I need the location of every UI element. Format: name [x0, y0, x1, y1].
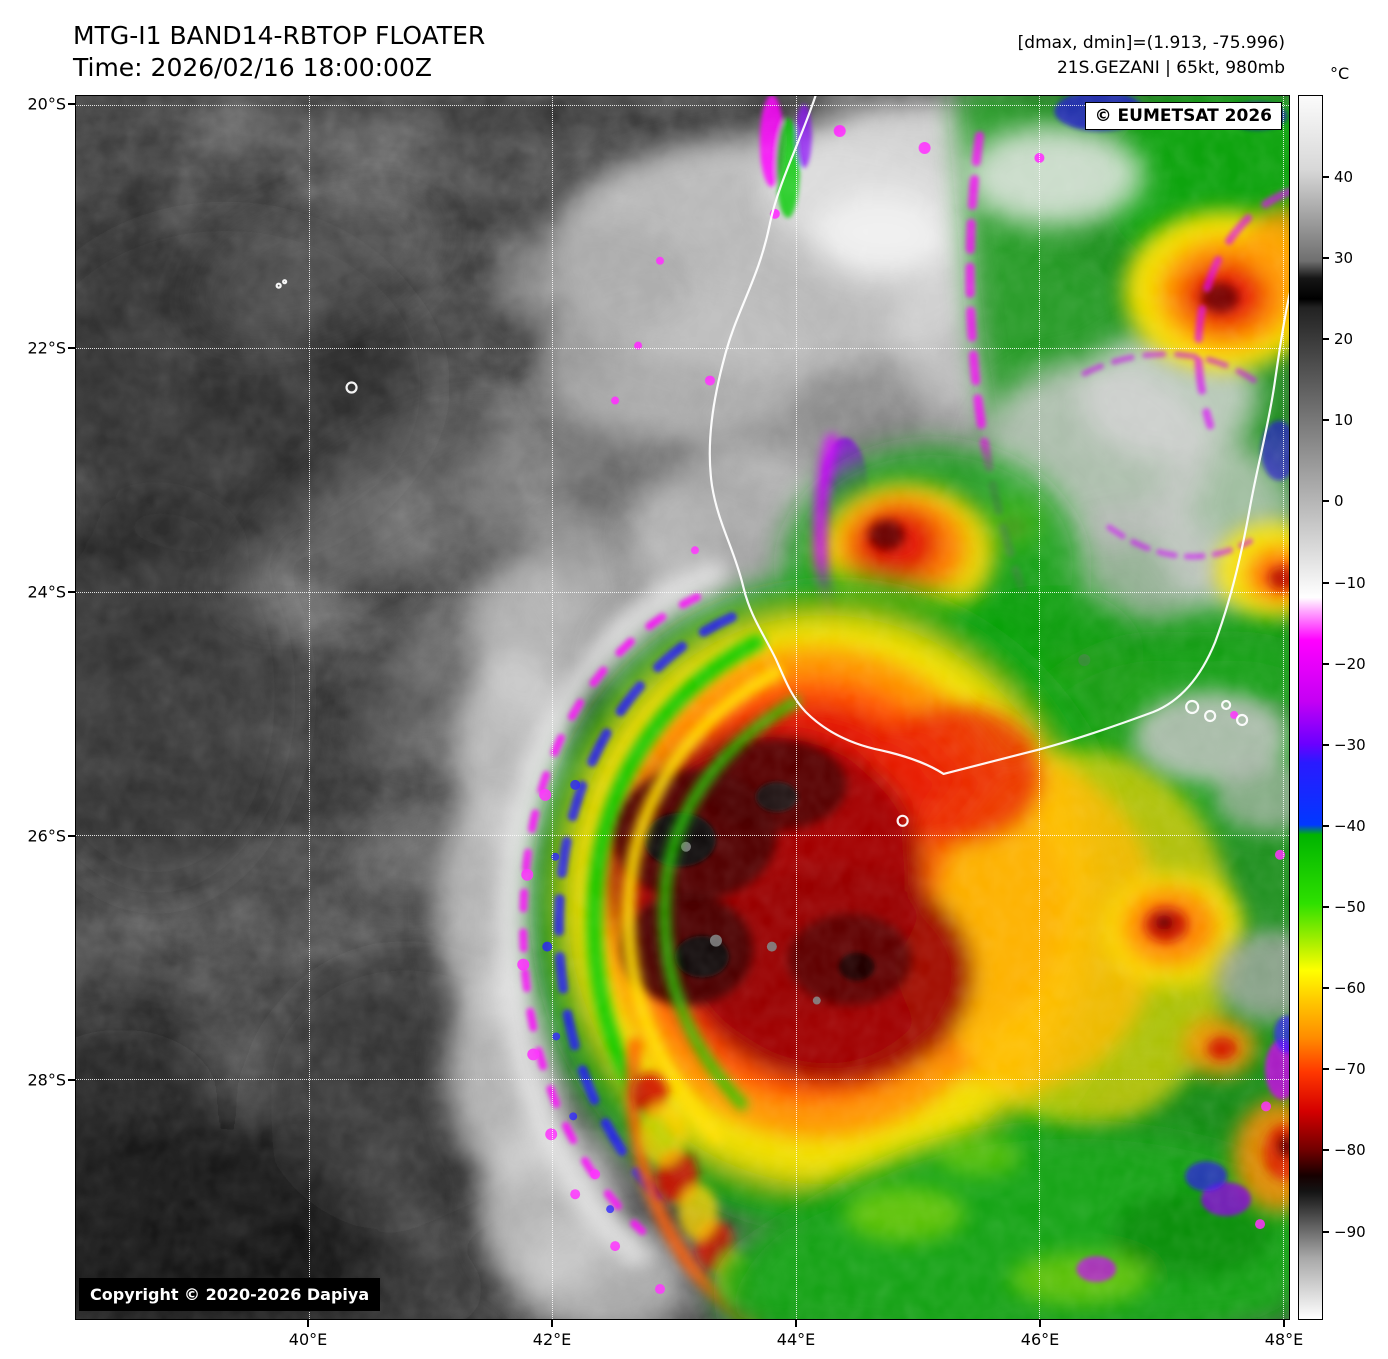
lat-tick-label: 22°S: [27, 338, 66, 358]
range-info: [dmax, dmin]=(1.913, -75.996): [1017, 33, 1285, 53]
lon-axis: 40°E 42°E 44°E 46°E 48°E: [75, 1330, 1303, 1352]
colorbar: [1298, 95, 1323, 1320]
coastline: [275, 96, 1289, 827]
colorbar-tick-label: −40: [1334, 816, 1366, 835]
colorbar-tick-label: 10: [1334, 411, 1354, 430]
lat-axis-tick: [68, 1078, 75, 1081]
lat-tick-label: 28°S: [27, 1070, 66, 1090]
lon-axis-tick: [551, 1320, 554, 1327]
colorbar-tick: [1323, 824, 1329, 827]
lon-axis-tick: [1283, 1320, 1286, 1327]
colorbar-tick-label: 20: [1334, 330, 1354, 349]
lon-axis-tick: [307, 1320, 310, 1327]
lat-axis-tick: [68, 346, 75, 349]
colorbar-tick: [1323, 1068, 1329, 1071]
lat-tick-label: 26°S: [27, 826, 66, 846]
colorbar-tick: [1323, 581, 1329, 584]
colorbar-tick-label: −80: [1334, 1141, 1366, 1160]
colorbar-tick-label: 40: [1334, 167, 1354, 186]
time-label: Time: 2026/02/16 18:00:00Z: [73, 53, 432, 82]
lon-tick-label: 44°E: [776, 1330, 816, 1349]
lon-axis-ticks: [75, 1320, 1290, 1327]
colorbar-tick: [1323, 743, 1329, 746]
eumetsat-credit: © EUMETSAT 2026: [1084, 102, 1282, 130]
lat-axis-ticks: [68, 95, 75, 1320]
colorbar-tick: [1323, 419, 1329, 422]
lon-tick-label: 42°E: [532, 1330, 572, 1349]
lon-axis-tick: [1039, 1320, 1042, 1327]
colorbar-tick: [1323, 1230, 1329, 1233]
colorbar-tick-label: 0: [1334, 492, 1344, 511]
colorbar-tick-label: −60: [1334, 979, 1366, 998]
colorbar-tick: [1323, 662, 1329, 665]
header: MTG-I1 BAND14-RBTOP FLOATER Time: 2026/0…: [73, 20, 485, 84]
colorbar-tick: [1323, 175, 1329, 178]
colorbar-tick: [1323, 500, 1329, 503]
lon-axis-tick: [795, 1320, 798, 1327]
colorbar-tick-label: −10: [1334, 573, 1366, 592]
lat-axis-tick: [68, 102, 75, 105]
colorbar-unit: °C: [1330, 64, 1350, 83]
colorbar-tick: [1323, 338, 1329, 341]
colorbar-tick-label: −50: [1334, 898, 1366, 917]
colorbar-tick-label: −30: [1334, 735, 1366, 754]
colorbar-tick-label: −70: [1334, 1060, 1366, 1079]
lat-axis-tick: [68, 834, 75, 837]
product-title: MTG-I1 BAND14-RBTOP FLOATER: [73, 21, 486, 50]
lat-axis: 20°S 22°S 24°S 26°S 28°S: [0, 94, 66, 1320]
dapiya-credit: Copyright © 2020-2026 Dapiya: [79, 1278, 381, 1311]
lon-tick-label: 48°E: [1264, 1330, 1304, 1349]
colorbar-tick: [1323, 257, 1329, 260]
colorbar-ticks: [1323, 95, 1329, 1320]
lon-tick-label: 40°E: [288, 1330, 328, 1349]
lat-tick-label: 20°S: [27, 94, 66, 114]
lon-tick-label: 46°E: [1020, 1330, 1060, 1349]
satellite-map: © EUMETSAT 2026 Copyright © 2020-2026 Da…: [75, 95, 1290, 1320]
colorbar-tick-label: 30: [1334, 249, 1354, 268]
colorbar-tick-label: −20: [1334, 654, 1366, 673]
colorbar-labels: 40 30 20 10 0 −10 −20 −30 −40 −50 −60 −70 −80 −90: [1334, 95, 1386, 1320]
storm-info: 21S.GEZANI | 65kt, 980mb: [1056, 57, 1285, 78]
colorbar-tick: [1323, 1149, 1329, 1152]
lat-axis-tick: [68, 590, 75, 593]
colorbar-tick-label: −90: [1334, 1222, 1366, 1241]
lat-tick-label: 24°S: [27, 582, 66, 602]
colorbar-tick: [1323, 906, 1329, 909]
satellite-image: [76, 96, 1289, 1319]
info-block: [dmax, dmin]=(1.913, -75.996) 21S.GEZANI…: [1018, 31, 1285, 80]
colorbar-tick: [1323, 987, 1329, 990]
